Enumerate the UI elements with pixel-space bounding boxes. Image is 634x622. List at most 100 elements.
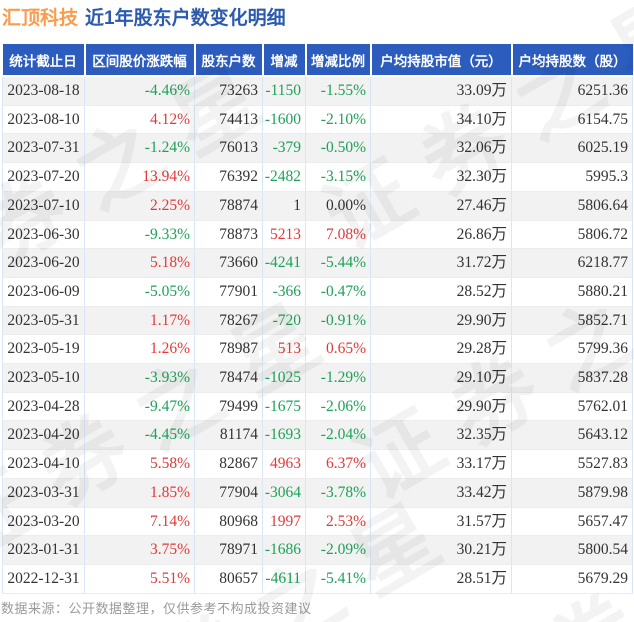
table-row: 2023-05-10 -3.93% 78474 -1025 -1.29% 29.10万 58…	[2, 363, 633, 393]
column-header-3: 增减	[262, 44, 307, 77]
cell-holders: 80657	[194, 564, 263, 594]
cell-delta: 4963	[262, 449, 306, 479]
cell-range-change: -9.33%	[84, 220, 195, 250]
cell-delta: -379	[262, 133, 306, 164]
cell-delta: 513	[262, 334, 306, 365]
cell-range-change: -9.47%	[84, 392, 195, 422]
cell-holders: 80968	[194, 507, 263, 537]
cell-delta-pct: -5.44%	[305, 248, 371, 278]
cell-date: 2022-12-31	[2, 564, 85, 594]
cell-range-change: 7.14%	[84, 507, 195, 537]
cell-avg-mkt-value: 29.90万	[370, 306, 512, 336]
table-header: 统计截止日 区间股价涨跌幅 股东户数 增减 增减比例 户均持股市值（元） 户均持股数（股）	[2, 44, 633, 77]
table-row: 2023-03-31 1.85% 77904 -3064 -3.78% 33.42万 587…	[2, 478, 633, 508]
cell-delta-pct: -5.41%	[305, 564, 371, 594]
table-body: 2023-08-18 -4.46% 73263 -1150 -1.55% 33.09万 62…	[2, 76, 633, 594]
cell-delta-pct: -0.47%	[305, 277, 371, 307]
cell-holders: 73660	[194, 248, 263, 278]
cell-holders: 79499	[194, 392, 263, 422]
cell-range-change: -1.24%	[84, 133, 195, 164]
page-title: 汇顶科技 近1年股东户数变化明细	[0, 0, 634, 31]
cell-date: 2023-05-19	[2, 334, 85, 365]
cell-delta: -4611	[262, 564, 306, 594]
cell-avg-mkt-value: 32.06万	[370, 133, 512, 164]
data-source-note: 数据来源：公开数据整理，仅供参考不构成投资建议	[1, 601, 312, 616]
table-row: 2023-04-20 -4.45% 81174 -1693 -2.04% 32.35万 56…	[2, 420, 633, 451]
cell-date: 2023-07-31	[2, 133, 85, 164]
cell-date: 2023-07-20	[2, 162, 85, 192]
cell-delta: 5213	[262, 220, 306, 250]
cell-avg-mkt-value: 33.42万	[370, 478, 512, 508]
cell-range-change: -5.05%	[84, 277, 195, 307]
cell-delta: -1150	[262, 76, 306, 106]
cell-avg-mkt-value: 29.10万	[370, 363, 512, 393]
cell-avg-shares: 5527.83	[511, 449, 633, 479]
cell-avg-shares: 5880.21	[511, 277, 633, 307]
cell-delta-pct: -0.91%	[305, 306, 371, 336]
cell-date: 2023-07-10	[2, 191, 85, 221]
cell-range-change: -4.45%	[84, 420, 195, 451]
cell-date: 2023-01-31	[2, 535, 85, 565]
cell-date: 2023-08-18	[2, 76, 85, 106]
cell-holders: 74413	[194, 105, 263, 135]
cell-range-change: -4.46%	[84, 76, 195, 106]
holders-table: 统计截止日 区间股价涨跌幅 股东户数 增减 增减比例 户均持股市值（元） 户均持股数（股） …	[2, 44, 633, 594]
cell-delta: -366	[262, 277, 306, 307]
cell-avg-shares: 5657.47	[511, 507, 633, 537]
cell-range-change: 3.75%	[84, 535, 195, 565]
cell-range-change: 1.26%	[84, 334, 195, 365]
cell-avg-shares: 6154.75	[511, 105, 633, 135]
cell-delta: -1600	[262, 105, 306, 135]
cell-delta-pct: -1.29%	[305, 363, 371, 393]
table-row: 2023-03-20 7.14% 80968 1997 2.53% 31.57万 5657.…	[2, 507, 633, 537]
cell-avg-shares: 5643.12	[511, 420, 633, 451]
cell-avg-shares: 5879.98	[511, 478, 633, 508]
cell-avg-mkt-value: 32.35万	[370, 420, 512, 451]
cell-avg-shares: 6025.19	[511, 133, 633, 164]
cell-date: 2023-06-09	[2, 277, 85, 307]
cell-range-change: 5.18%	[84, 248, 195, 278]
column-header-6: 户均持股数（股）	[511, 44, 633, 77]
cell-holders: 77904	[194, 478, 263, 508]
cell-range-change: 5.51%	[84, 564, 195, 594]
cell-avg-mkt-value: 31.72万	[370, 248, 512, 278]
cell-date: 2023-03-20	[2, 507, 85, 537]
column-header-4: 增减比例	[305, 44, 372, 77]
cell-avg-shares: 5806.64	[511, 191, 633, 221]
cell-range-change: 4.12%	[84, 105, 195, 135]
cell-delta: -720	[262, 306, 306, 336]
column-header-5: 户均持股市值（元）	[370, 44, 513, 77]
cell-avg-mkt-value: 34.10万	[370, 105, 512, 135]
cell-avg-shares: 5679.29	[511, 564, 633, 594]
table-row: 2023-06-20 5.18% 73660 -4241 -5.44% 31.72万 621…	[2, 248, 633, 278]
cell-holders: 78873	[194, 220, 263, 250]
cell-delta: -2482	[262, 162, 306, 192]
table-row: 2022-12-31 5.51% 80657 -4611 -5.41% 28.51万 567…	[2, 564, 633, 594]
cell-holders: 81174	[194, 420, 263, 451]
header-row: 统计截止日 区间股价涨跌幅 股东户数 增减 增减比例 户均持股市值（元） 户均持股数（股）	[2, 44, 633, 77]
cell-holders: 76013	[194, 133, 263, 164]
cell-range-change: 5.58%	[84, 449, 195, 479]
cell-avg-shares: 6218.77	[511, 248, 633, 278]
cell-avg-mkt-value: 28.51万	[370, 564, 512, 594]
table-row: 2023-07-20 13.94% 76392 -2482 -3.15% 32.30万 59…	[2, 162, 633, 192]
report-title: 近1年股东户数变化明细	[85, 8, 286, 29]
cell-date: 2023-04-20	[2, 420, 85, 451]
table-row: 2023-04-28 -9.47% 79499 -1675 -2.06% 29.90万 57…	[2, 392, 633, 422]
table-row: 2023-04-10 5.58% 82867 4963 6.37% 33.17万 5527.…	[2, 449, 633, 479]
cell-holders: 82867	[194, 449, 263, 479]
cell-avg-mkt-value: 30.21万	[370, 535, 512, 565]
cell-holders: 76392	[194, 162, 263, 192]
table-row: 2023-08-10 4.12% 74413 -1600 -2.10% 34.10万 615…	[2, 105, 633, 135]
table-row: 2023-05-31 1.17% 78267 -720 -0.91% 29.90万 5852…	[2, 306, 633, 336]
cell-date: 2023-04-10	[2, 449, 85, 479]
column-header-2: 股东户数	[194, 44, 264, 77]
cell-delta-pct: -2.10%	[305, 105, 371, 135]
cell-holders: 73263	[194, 76, 263, 106]
cell-holders: 77901	[194, 277, 263, 307]
cell-delta-pct: 6.37%	[305, 449, 371, 479]
cell-avg-shares: 5852.71	[511, 306, 633, 336]
column-header-1: 区间股价涨跌幅	[84, 44, 196, 77]
cell-holders: 78267	[194, 306, 263, 336]
cell-delta-pct: -3.15%	[305, 162, 371, 192]
